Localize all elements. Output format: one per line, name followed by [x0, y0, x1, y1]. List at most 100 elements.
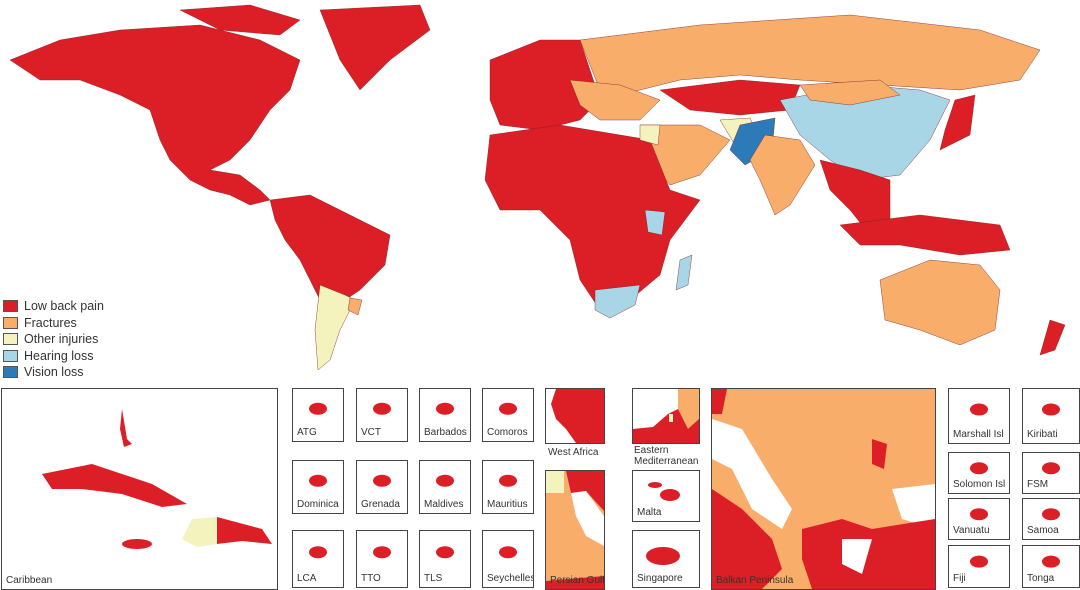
- region-tto: [373, 546, 391, 559]
- region-mauritius: [499, 474, 517, 487]
- inset-label: Malta: [637, 507, 662, 518]
- region-grenada: [373, 474, 391, 487]
- region-fsm: [1042, 462, 1060, 475]
- region-india: [749, 134, 816, 216]
- legend-swatch: [3, 366, 18, 379]
- region-comoros: [499, 402, 517, 415]
- inset-label: Marshall Isl: [953, 429, 1004, 440]
- inset-label: Barbados: [424, 427, 467, 438]
- inset-vct: VCT: [356, 388, 408, 442]
- inset-label: Eastern Mediterranean: [634, 445, 699, 467]
- region-solomon: [970, 462, 988, 475]
- inset-label: Fiji: [953, 573, 966, 584]
- region-uruguay: [347, 297, 363, 316]
- legend-swatch: [3, 349, 18, 362]
- legend-item: Vision loss: [3, 364, 104, 381]
- inset-label: Persian Gulf: [550, 575, 605, 586]
- inset-tonga: Tonga: [1022, 545, 1080, 588]
- region-eastern-europe: [569, 79, 661, 121]
- region-north-america: [9, 24, 301, 206]
- region-kenya: [644, 209, 666, 236]
- inset-label: FSM: [1027, 479, 1049, 490]
- region-tonga: [1042, 555, 1060, 568]
- inset-malta: Malta: [632, 470, 700, 522]
- legend-label: Vision loss: [24, 365, 84, 380]
- region-haiti: [182, 517, 217, 547]
- inset-lca: LCA: [292, 530, 344, 588]
- region-madagascar: [675, 254, 693, 291]
- inset-balkan-peninsula: Balkan Peninsula: [711, 388, 936, 590]
- inset-label: TLS: [424, 573, 443, 584]
- legend: Low back pain Fractures Other injuries H…: [3, 298, 104, 381]
- region-marshall: [970, 403, 988, 416]
- region-japan: [939, 94, 976, 151]
- region-barbados: [436, 402, 454, 415]
- inset-label: TTO: [361, 573, 381, 584]
- region-arctic-islands: [179, 4, 301, 36]
- legend-swatch: [3, 300, 18, 313]
- legend-swatch: [3, 316, 18, 329]
- inset-comoros: Comoros: [482, 388, 534, 442]
- inset-singapore: Singapore: [632, 530, 700, 588]
- inset-label: Tonga: [1027, 573, 1055, 584]
- inset-label: Solomon Isl: [953, 479, 1006, 490]
- legend-swatch: [3, 333, 18, 346]
- inset-label: ATG: [297, 427, 317, 438]
- region-dominica: [309, 474, 327, 487]
- region-egypt: [639, 124, 661, 146]
- legend-item: Other injuries: [3, 331, 104, 348]
- inset-label: Vanuatu: [953, 525, 990, 536]
- legend-item: Hearing loss: [3, 348, 104, 365]
- region-maldives: [436, 474, 454, 487]
- region-atg: [309, 402, 327, 415]
- inset-samoa: Samoa: [1022, 498, 1080, 540]
- inset-label: Comoros: [487, 427, 528, 438]
- region-vct: [373, 402, 391, 415]
- region-fiji: [970, 555, 988, 568]
- inset-label: Balkan Peninsula: [716, 575, 794, 586]
- inset-eastern-mediterranean: [632, 388, 700, 444]
- inset-label: Grenada: [361, 499, 400, 510]
- inset-barbados: Barbados: [419, 388, 471, 442]
- inset-solomon: Solomon Isl: [948, 452, 1010, 494]
- inset-tls: TLS: [419, 530, 471, 588]
- inset-kiribati: Kiribati: [1022, 388, 1080, 444]
- inset-label: Mauritius: [487, 499, 528, 510]
- inset-label: Samoa: [1027, 525, 1059, 536]
- region-mongolia: [799, 79, 901, 106]
- inset-label: VCT: [361, 427, 381, 438]
- inset-vanuatu: Vanuatu: [948, 498, 1010, 540]
- inset-label: LCA: [297, 573, 317, 584]
- inset-dominica: Dominica: [292, 460, 344, 514]
- region-seychelles: [499, 546, 517, 559]
- region-indonesia: [839, 214, 1011, 256]
- inset-fiji: Fiji: [948, 545, 1010, 588]
- inset-label: Seychelles: [487, 573, 534, 584]
- inset-label: Maldives: [424, 499, 464, 510]
- inset-marshall: Marshall Isl: [948, 388, 1010, 444]
- legend-label: Hearing loss: [24, 348, 94, 363]
- region-dominican-rep: [217, 517, 272, 544]
- region-lca: [309, 546, 327, 559]
- region-new-zealand: [1039, 319, 1066, 356]
- region-tls: [436, 546, 454, 559]
- legend-item: Low back pain: [3, 298, 104, 315]
- inset-caribbean: Caribbean: [1, 388, 278, 590]
- region-australia: [879, 259, 1001, 346]
- region-argentina: [314, 284, 356, 371]
- region-russia: [579, 14, 1041, 96]
- region-greenland: [319, 4, 431, 91]
- inset-seychelles: Seychelles: [482, 530, 534, 588]
- region-south-africa: [594, 284, 641, 319]
- inset-label: West Africa: [548, 447, 599, 458]
- inset-grenada: Grenada: [356, 460, 408, 514]
- inset-fsm: FSM: [1022, 452, 1080, 494]
- region-bahamas: [120, 409, 132, 447]
- region-vanuatu: [970, 508, 988, 521]
- legend-label: Fractures: [24, 315, 77, 330]
- inset-persian-gulf: Persian Gulf: [545, 470, 605, 590]
- inset-tto: TTO: [356, 530, 408, 588]
- inset-label: Dominica: [297, 499, 339, 510]
- region-central-asia: [659, 79, 801, 116]
- inset-label: Kiribati: [1027, 429, 1058, 440]
